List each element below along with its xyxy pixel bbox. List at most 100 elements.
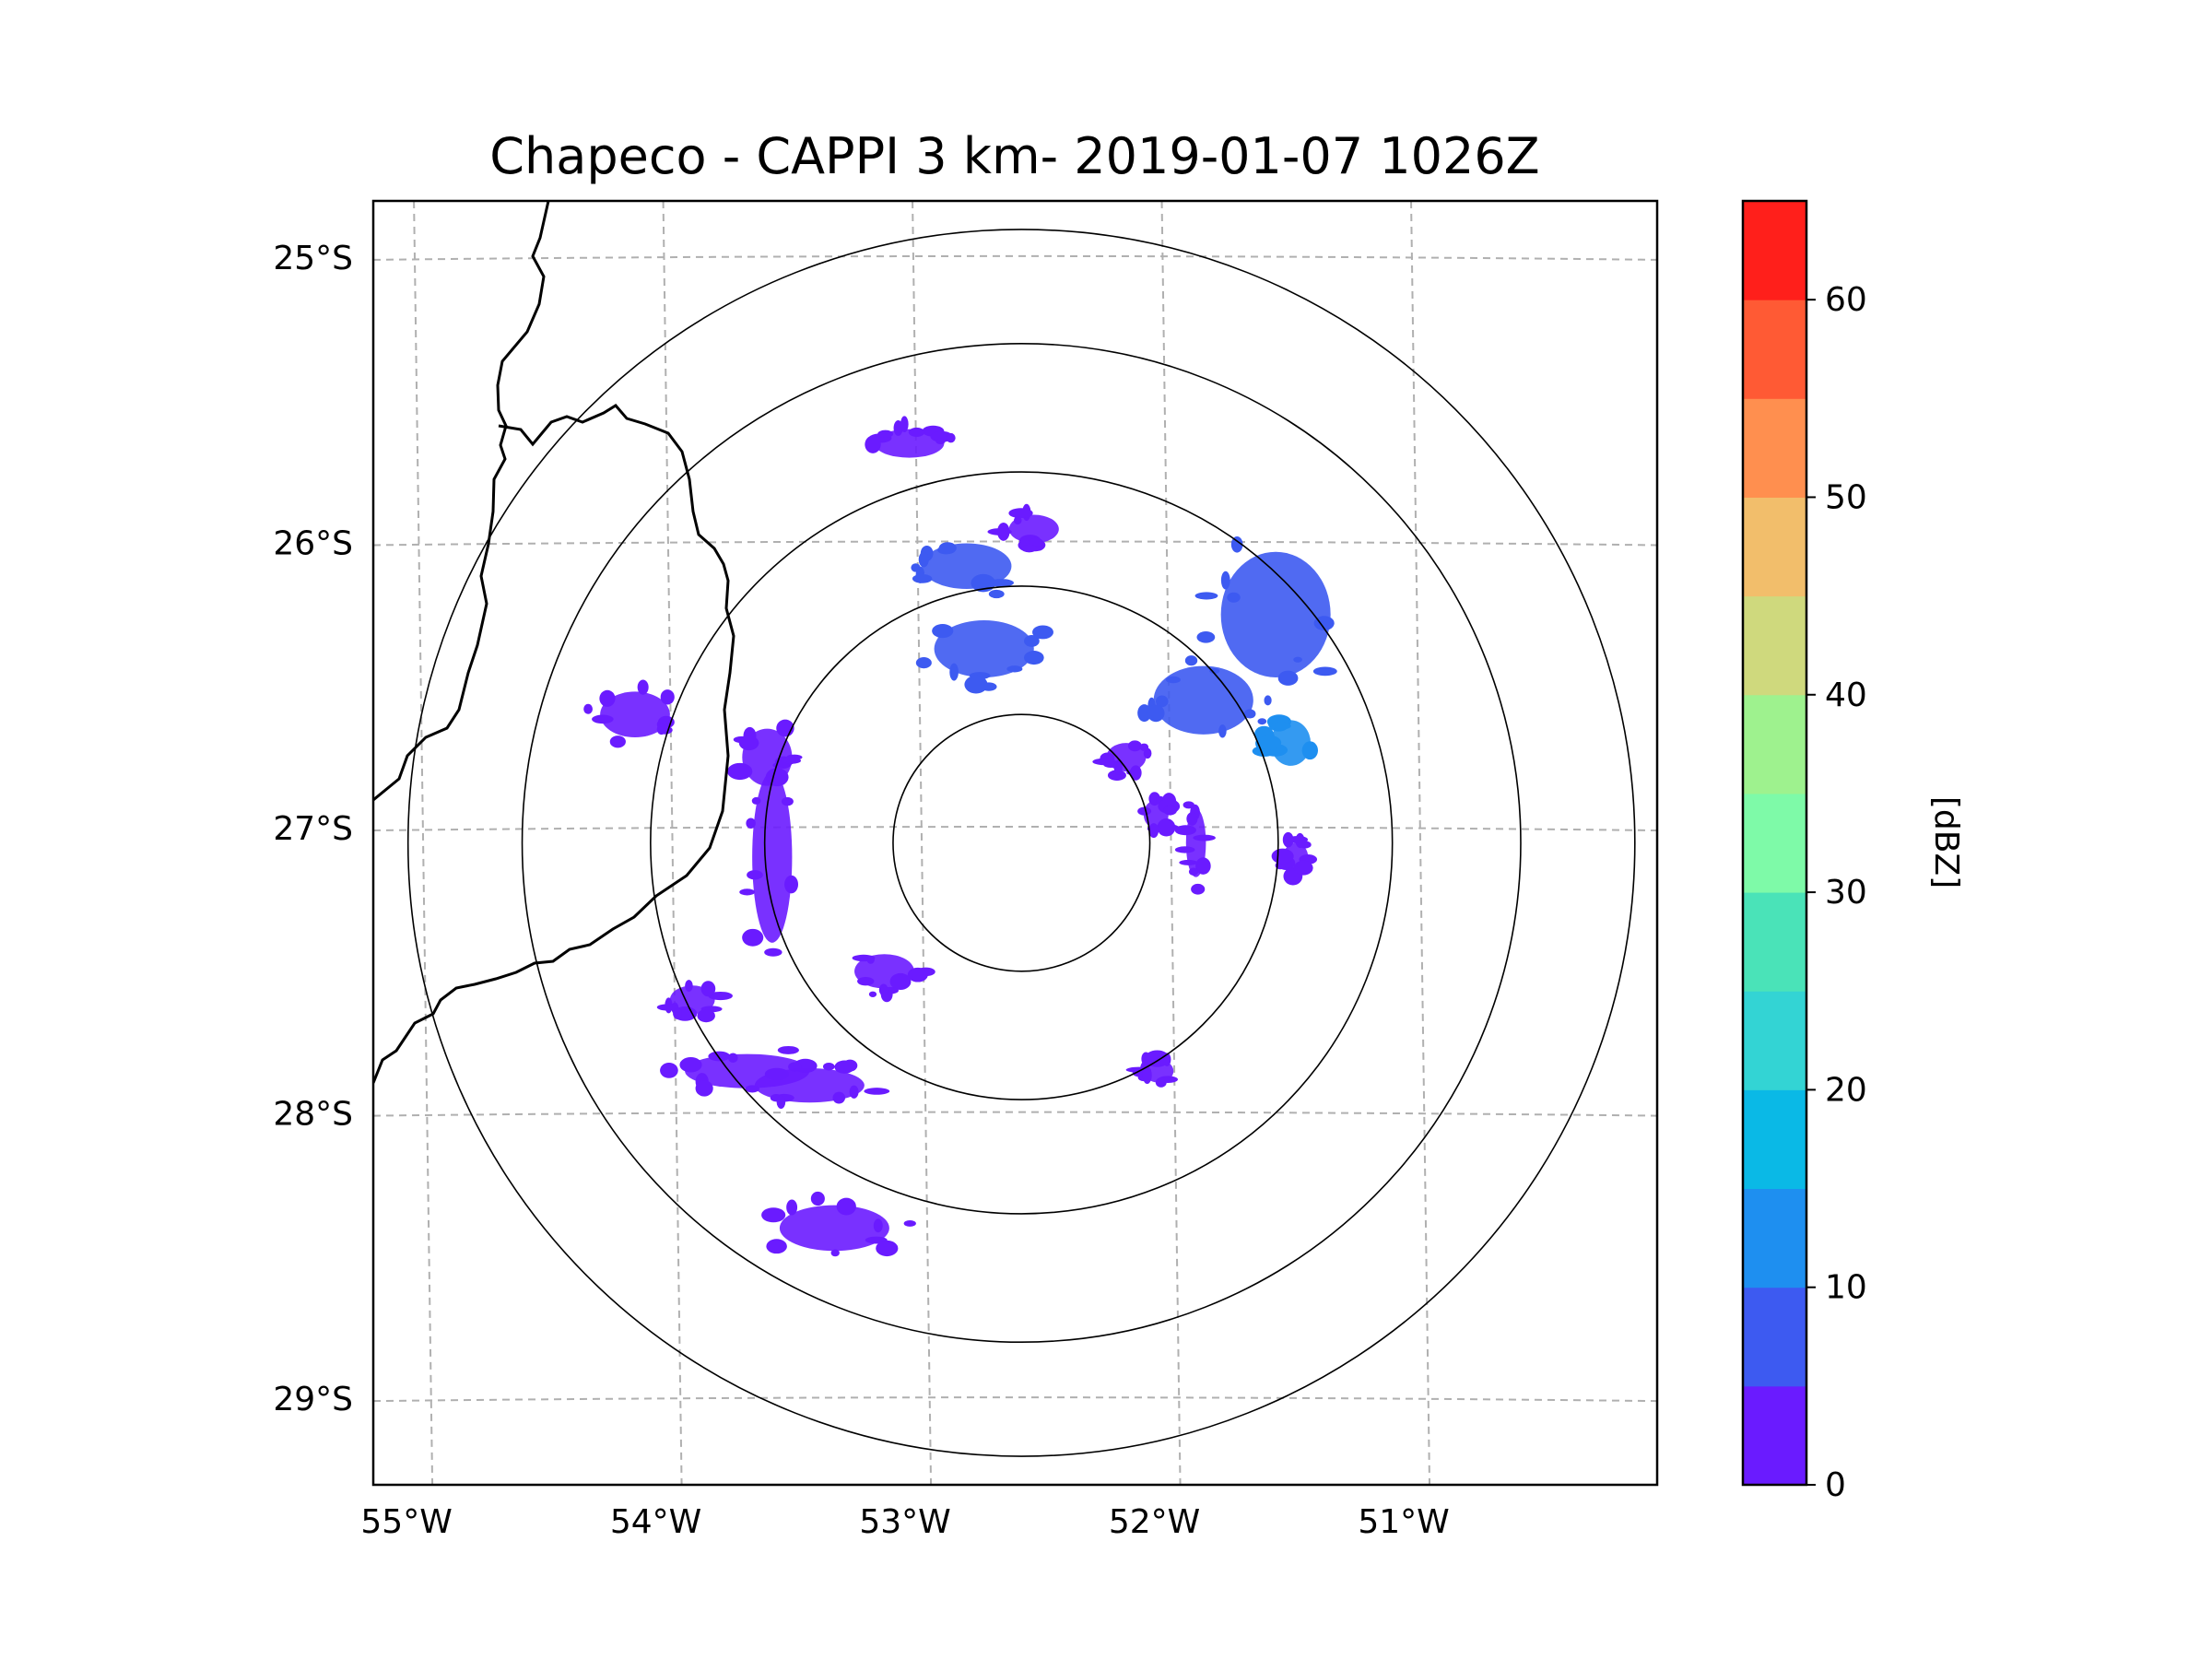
map-area [373,201,1657,1485]
colorbar-tick-label: 50 [1825,478,1867,516]
echo-speck [784,875,799,894]
echo-speck [1006,665,1023,673]
echo-speck [728,1053,738,1064]
echo-speck [1220,571,1230,590]
lon-tick-label: 51°W [1358,1503,1449,1541]
echo-speck [765,768,789,787]
longitude-tick-labels: 55°W 54°W 53°W 52°W 51°W [360,1503,1449,1541]
colorbar-segment-6 [1743,793,1806,893]
colorbar: 0 10 20 30 40 50 60 [dBZ] [1741,199,1965,1504]
echo-cluster-4 [1252,714,1319,766]
echo-speck [786,1199,798,1216]
echo-cluster-18 [987,503,1059,553]
echo-speck [830,1249,840,1257]
echo-speck [868,991,877,997]
echo-speck [583,703,593,714]
echo-speck [1264,695,1272,706]
echo-cluster-5 [1092,740,1152,781]
colorbar-tick-label: 0 [1825,1466,1846,1504]
range-rings [406,229,1636,1457]
colorbar-label: [dBZ] [1927,796,1965,888]
echo-speck [1218,724,1227,738]
echo-speck [727,762,753,781]
echo-speck [747,870,763,880]
colorbar-tick-label: 30 [1825,874,1867,912]
echo-speck [1127,740,1142,752]
echo-speck [1147,704,1165,723]
colorbar-segment-8 [1743,595,1806,696]
echo-core [752,771,793,943]
echo-cluster-11 [852,954,935,1003]
echo-speck [915,657,932,669]
echo-speck [685,980,693,993]
echo-speck [1277,670,1299,686]
echo-speck [781,796,794,806]
border-lines [373,201,735,1084]
echo-speck [1024,651,1044,665]
colorbar-segment-9 [1743,497,1806,597]
echo-speck [1174,846,1195,853]
echo-speck [935,438,946,445]
echo-speck [1191,883,1206,895]
colorbar-segment-0 [1743,1385,1806,1486]
echo-speck [822,1062,835,1071]
echo-speck [745,1085,759,1093]
echo-speck [912,573,933,583]
echo-speck [1293,860,1313,876]
colorbar-segment-10 [1743,398,1806,498]
echo-speck [764,947,782,957]
echo-speck [889,972,912,991]
colorbar-ticks: 0 10 20 30 40 50 60 [1806,281,1867,1504]
echo-speck [1271,848,1294,865]
echo-cluster-13 [745,1059,890,1109]
colorbar-segments [1743,201,1806,1486]
echo-speck [637,679,649,695]
echo-speck [764,1067,789,1081]
echo-speck [1144,1050,1171,1067]
echo-core [1153,665,1253,735]
echo-speck [1186,812,1198,826]
lon-tick-label: 55°W [360,1503,452,1541]
echo-speck [695,1080,713,1097]
echo-speck [1024,634,1040,647]
echo-speck [988,589,1005,599]
echo-speck [679,1057,702,1073]
echo-speck [1157,818,1176,837]
echo-speck [1142,1066,1152,1085]
echo-speck [1029,537,1043,547]
echo-speck [857,976,875,986]
echo-speck [988,579,1014,587]
echo-speck [1288,836,1309,843]
colorbar-frame [1741,199,1808,1487]
echo-speck [842,1059,858,1072]
echo-speck [1148,823,1159,839]
echo-speck [700,981,716,997]
echo-cluster-19 [1125,1050,1178,1088]
echo-speck [766,1239,787,1254]
echo-cluster-17 [865,416,956,458]
echo-speck [866,956,875,964]
echo-speck [609,735,626,748]
echo-speck [1313,616,1335,631]
echo-speck [656,1004,679,1011]
echo-speck [777,1045,799,1054]
colorbar-segment-3 [1743,1089,1806,1190]
chart-title: Chapeco - CAPPI 3 km- 2019-01-07 1026Z [489,127,1539,185]
echo-speck [832,1091,846,1104]
border-argentina-brazil [373,404,735,1084]
echo-speck [738,735,759,751]
echo-speck [878,983,888,996]
echo-speck [1129,765,1142,781]
lat-tick-label: 28°S [273,1096,353,1134]
echo-cluster-3 [1137,655,1267,738]
lon-tick-label: 54°W [610,1503,701,1541]
echo-speck [776,1095,786,1109]
echo-core [934,620,1034,677]
range-ring-1 [763,585,1279,1100]
echo-speck [877,429,894,439]
echo-speck [1174,825,1196,836]
colorbar-segment-4 [1743,991,1806,1090]
echo-speck [708,1051,731,1062]
range-ring-2 [650,471,1394,1215]
echo-speck [599,689,616,707]
